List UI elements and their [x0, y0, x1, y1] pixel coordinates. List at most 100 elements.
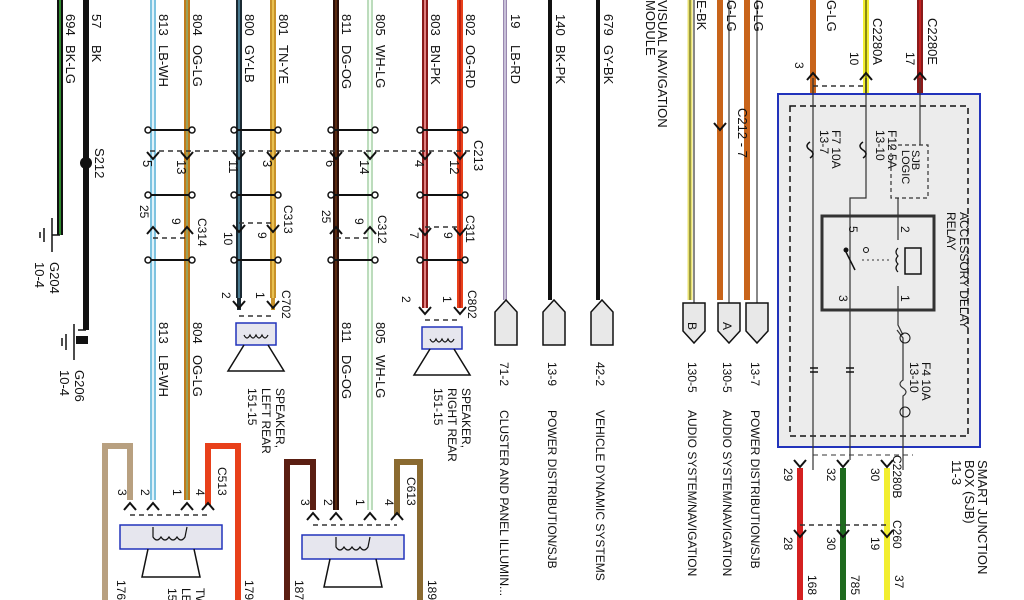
wire-circuit-label: 805 [373, 322, 388, 344]
wire-color-label: WH-LG [373, 45, 388, 88]
relay-contact [863, 247, 869, 253]
pin-terminal [859, 71, 873, 81]
pin-number: 30 [824, 537, 838, 551]
wire-circuit-label: 179 [242, 580, 256, 600]
wire-circuit-label: 801 [276, 14, 291, 36]
smart-junction-box [777, 93, 981, 448]
pin-number: 9 [169, 218, 183, 225]
reference-link[interactable]: POWER DISTRIBUTION/SJB [545, 410, 559, 569]
pin-number: 1 [353, 499, 367, 506]
clip-end [274, 256, 282, 264]
wire-179 [205, 443, 241, 600]
wire-circuit-label: 803 [428, 14, 443, 36]
wire-color-label: LB-WH [156, 355, 171, 397]
pin-terminal [793, 529, 807, 539]
reference-link[interactable]: AUDIO SYSTEM/NAVIGATION [685, 410, 699, 576]
reference-link[interactable]: CLUSTER AND PANEL ILLUMIN... [497, 410, 511, 596]
pin-terminal [418, 151, 432, 161]
pin-number: 2 [898, 226, 912, 233]
wire-color-label: OG-RD [463, 45, 478, 88]
reference-link[interactable]: VEHICLE DYNAMIC SYSTEMS [593, 410, 607, 581]
connector-label: C312 [375, 215, 389, 244]
relay-coil-trace [897, 198, 904, 336]
pin-terminal [306, 511, 320, 521]
pin-number: 5 [140, 160, 155, 167]
sjb-logic-box [890, 144, 929, 199]
relay-label: ACCESSORY DELAY [957, 212, 971, 329]
pin-number: 3 [836, 295, 850, 302]
pin-number: 4 [382, 499, 396, 506]
reference-page: 130-5 [720, 362, 734, 393]
fuse-terminal [899, 332, 911, 344]
speaker-left-rear-cone-icon [226, 344, 286, 372]
pin-number: 12 [447, 160, 462, 174]
clip-end [274, 191, 282, 199]
wire-color-label: LB-RD [508, 45, 523, 84]
reference-page: 13-7 [748, 362, 762, 386]
clip-end [144, 126, 152, 134]
ground-label: G204 [47, 262, 62, 294]
speaker-coil [152, 526, 188, 541]
wire-color-label: E-BK [694, 0, 709, 31]
pin-terminal [880, 459, 894, 469]
relay-label: RELAY [944, 212, 958, 250]
pin-number: 9 [352, 218, 366, 225]
clip-end [327, 191, 335, 199]
fuse-page: 13-10 [873, 130, 887, 161]
wire-color-label: DG-OG [339, 45, 354, 89]
wire-color-label: GY-LB [242, 45, 257, 83]
pin-number: 14 [357, 160, 372, 174]
reference-connector [542, 298, 566, 346]
reference-page: 42-2 [593, 362, 607, 386]
pin-number: 7 [407, 232, 421, 239]
accessory-delay-relay [820, 214, 936, 312]
wire-circuit-label: 19 [508, 14, 523, 28]
wire-circuit-label: 805 [373, 14, 388, 36]
reference-link[interactable]: POWER DISTRIBUTION/SJB [748, 410, 762, 569]
reference-connector [494, 298, 518, 346]
ground-label: G206 [72, 370, 87, 402]
connector-label: C2280E [925, 18, 940, 65]
clip-end [188, 256, 196, 264]
clip-end [274, 126, 282, 134]
reference-link[interactable]: AUDIO SYSTEM/NAVIGATION [720, 410, 734, 576]
speaker-label: LE [179, 588, 193, 600]
pin-number: 3 [260, 160, 275, 167]
speaker-left-rear-coil [243, 333, 269, 339]
clip-end [416, 126, 424, 134]
fuse-label: F12 5A [885, 130, 899, 169]
clip-end [416, 256, 424, 264]
pin-terminal [806, 71, 820, 81]
speaker-coil [335, 536, 371, 551]
fuse-page: 13-7 [817, 130, 831, 154]
pin-number: 1 [440, 296, 454, 303]
pin-number: 4 [193, 489, 207, 496]
connector-icon [810, 367, 854, 373]
wire-circuit-label: 813 [156, 14, 171, 36]
connector-label: C314 [195, 218, 209, 247]
sjb-page: 11-3 [949, 460, 964, 485]
speaker-cone-icon [323, 558, 383, 588]
sjb-title: SMART JUNCTION [975, 460, 990, 574]
ground-page: 10-4 [32, 262, 47, 288]
reference-connector [745, 302, 769, 345]
wire-color-label: G-LG [724, 0, 739, 32]
pin-terminal [146, 225, 160, 235]
pin-number: 3 [792, 62, 806, 69]
reference-connector [682, 302, 706, 345]
speaker-cone-icon [141, 548, 201, 578]
fuse-label: F7 10A [829, 130, 843, 169]
clip-end [188, 126, 196, 134]
ground-page: 10-4 [57, 370, 72, 396]
connector-label: C212 - 7 [735, 108, 750, 158]
clip-end [371, 126, 379, 134]
clip-end [416, 191, 424, 199]
pin-terminal [146, 501, 160, 511]
wire-circuit-label: 37 [892, 575, 906, 589]
pin-terminal [180, 225, 194, 235]
fuse-icon [806, 141, 814, 159]
pin-number: 1 [898, 295, 912, 302]
ground-symbol [61, 324, 86, 360]
wire-circuit-label: 804 [190, 322, 205, 344]
